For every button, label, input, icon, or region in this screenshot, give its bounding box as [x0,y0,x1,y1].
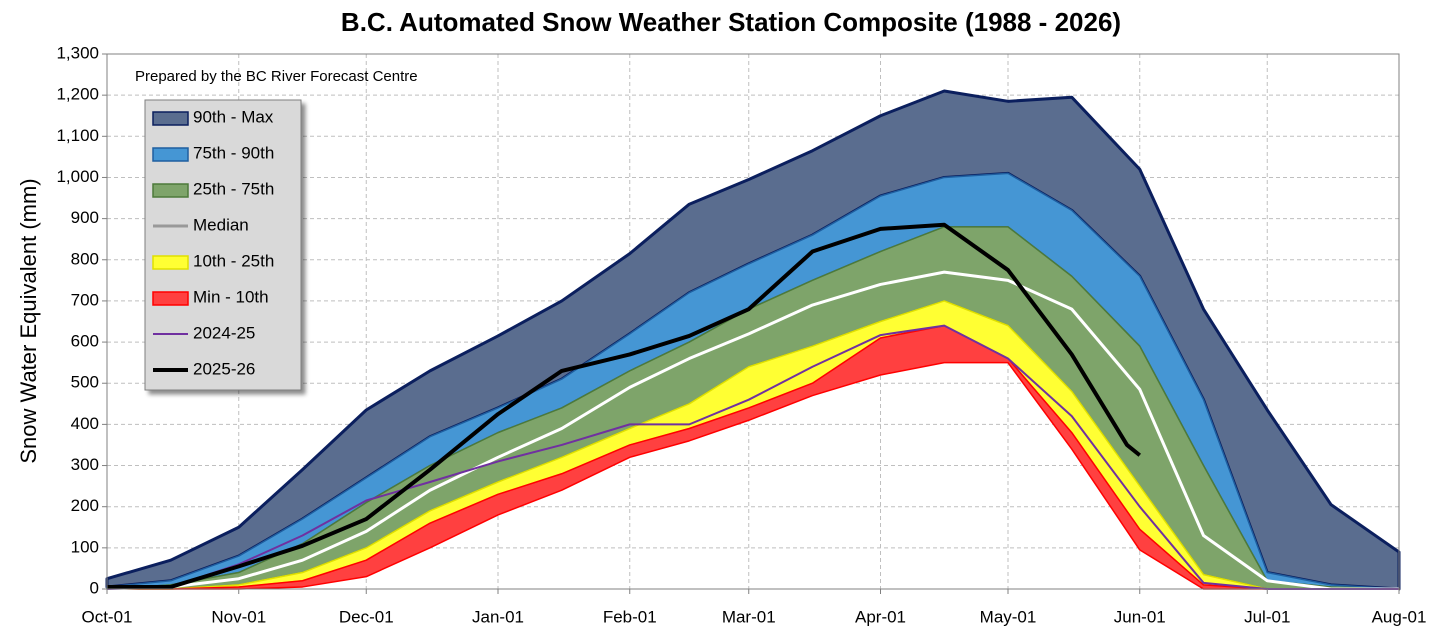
plot-area [105,54,1401,591]
x-tick-label: Dec-01 [339,607,394,626]
x-tick-label: Apr-01 [855,607,906,626]
y-tick-label: 500 [71,373,99,392]
x-tick-label: Oct-01 [81,607,132,626]
x-tick-label: Mar-01 [722,607,776,626]
legend-label: 2025-26 [193,359,255,378]
y-tick-label: 700 [71,290,99,309]
series-line [106,324,1399,590]
plot-frame [106,53,1400,590]
y-tick-label: 300 [71,455,99,474]
y-tick-label: 200 [71,496,99,515]
legend-swatch [152,111,189,126]
x-tick-label: Jul-01 [1244,607,1290,626]
chart-title: B.C. Automated Snow Weather Station Comp… [341,7,1121,37]
series-line [106,270,1399,591]
y-tick-label: 800 [71,249,99,268]
legend-swatch [152,255,189,270]
legend-box [144,99,302,391]
legend-label: 90th - Max [193,107,274,126]
legend-swatch [152,291,189,306]
y-tick-label: 1,300 [56,43,99,62]
legend-label: Min - 10th [193,287,269,306]
y-tick-label: 1,100 [56,126,99,145]
legend-label: 25th - 75th [193,179,274,198]
series-line [107,222,1142,589]
legend: 90th - Max 75th - 90th 25th - 75th Median 10… [144,99,302,391]
y-tick-label: 1,200 [56,85,99,104]
legend-label: 10th - 25th [193,251,274,270]
x-tick-label: May-01 [980,607,1037,626]
y-tick-label: 900 [71,208,99,227]
x-tick-label: Jan-01 [472,607,524,626]
legend-swatch [152,183,189,198]
x-tick-label: Aug-01 [1372,607,1427,626]
x-tick-label: Jun-01 [1114,607,1166,626]
y-axis-label: Snow Water Equivalent (mm) [16,178,41,463]
y-tick-label: 600 [71,332,99,351]
x-tick-label: Nov-01 [211,607,266,626]
y-tick-label: 1,000 [56,167,99,186]
legend-label: Median [193,215,249,234]
legend-label: 2024-25 [193,323,255,342]
y-tick-label: 400 [71,414,99,433]
annotation: Prepared by the BC River Forecast Centre [135,68,418,85]
y-tick-label: 0 [90,578,99,597]
legend-swatch [152,147,189,162]
y-tick-label: 100 [71,537,99,556]
legend-label: 75th - 90th [193,143,274,162]
x-tick-label: Feb-01 [603,607,657,626]
